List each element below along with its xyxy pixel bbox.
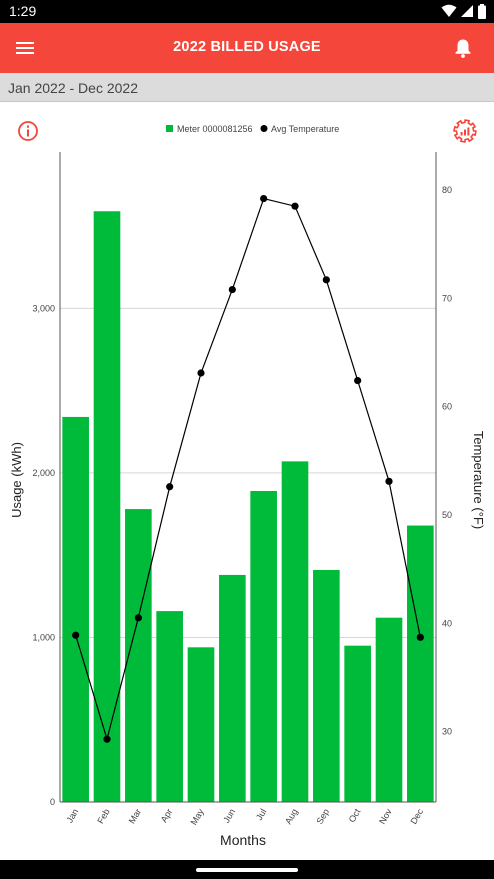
x-tick-label: Feb [95,807,111,825]
bar [375,617,403,802]
temperature-point [385,477,393,485]
x-tick-label: Dec [408,807,425,826]
info-icon [18,121,38,141]
y2-tick-label: 60 [442,402,452,412]
temperature-point [134,614,142,622]
y-tick-label: 0 [50,797,55,807]
date-range-label[interactable]: Jan 2022 - Dec 2022 [8,80,138,96]
legend-label-meter: Meter 0000081256 [177,124,253,134]
y2-tick-label: 30 [442,727,452,737]
y2-tick-label: 80 [442,185,452,195]
y-tick-label: 2,000 [32,468,55,478]
y2-tick-label: 70 [442,293,452,303]
y2-tick-label: 40 [442,618,452,628]
temperature-point [166,483,174,491]
temperature-point [103,735,111,743]
bar [156,611,183,802]
temperature-point [354,376,362,385]
chart-settings-button[interactable] [453,119,477,143]
y-axis-title: Usage (kWh) [9,442,24,518]
y2-tick-label: 50 [442,510,452,520]
page-title: 2022 BILLED USAGE [173,39,321,55]
status-bar: 1:29 [0,0,494,23]
x-tick-label: Mar [127,807,143,825]
app-bar: 2022 BILLED USAGE [0,23,494,73]
x-tick-label: Nov [377,807,394,826]
x-tick-label: Jul [254,807,268,822]
period-bar: Jan 2022 - Dec 2022 [0,73,494,102]
home-gesture-handle[interactable] [196,868,298,872]
system-nav-bar [0,860,494,879]
temperature-line [75,197,421,742]
x-tick-label: May [189,807,206,827]
chart-legend: Meter 0000081256 Avg Temperature [166,124,339,134]
x-tick-label: Apr [159,807,175,824]
legend-swatch-meter [166,125,173,132]
legend-label-temperature: Avg Temperature [271,124,339,134]
status-icons [441,3,486,19]
bar [250,490,277,802]
temperature-point [72,631,80,639]
temperature-point [197,369,205,377]
status-time: 1:29 [9,3,37,19]
battery-icon [478,3,486,19]
x-tick-label: Aug [283,807,300,826]
chart-panel: Meter 0000081256 Avg Temperature 0 1,000 2… [0,102,494,860]
bar [62,416,89,802]
x-tick-label: Jan [64,807,80,825]
bar [187,647,215,802]
info-button[interactable] [17,120,39,142]
chart-settings-icon [453,119,477,143]
temperature-point [291,202,299,210]
y-tick-label: 3,000 [32,303,55,313]
legend-swatch-temperature [260,125,268,132]
wifi-icon [441,4,457,17]
bar [313,569,340,802]
bell-icon [455,39,471,58]
x-tick-label: Jun [221,807,237,825]
x-axis-title: Months [220,832,266,848]
temperature-point [416,633,424,641]
temperature-point [260,194,268,203]
bar [219,574,246,802]
temperature-point [228,285,236,294]
x-tick-label: Sep [314,807,331,826]
bar [93,211,121,803]
menu-icon [16,42,34,54]
notifications-button[interactable] [450,35,476,61]
usage-chart: Meter 0000081256 Avg Temperature 0 1,000 2… [9,124,486,848]
bar [281,461,309,802]
y-tick-label: 1,000 [32,632,55,642]
temperature-point [322,276,330,284]
y2-axis-title: Temperature (°F) [471,431,486,529]
cellular-signal-icon [461,5,473,17]
bar [344,645,371,802]
x-tick-label: Oct [347,807,363,825]
menu-button[interactable] [12,35,38,61]
bar [407,525,434,802]
bar [125,509,152,802]
